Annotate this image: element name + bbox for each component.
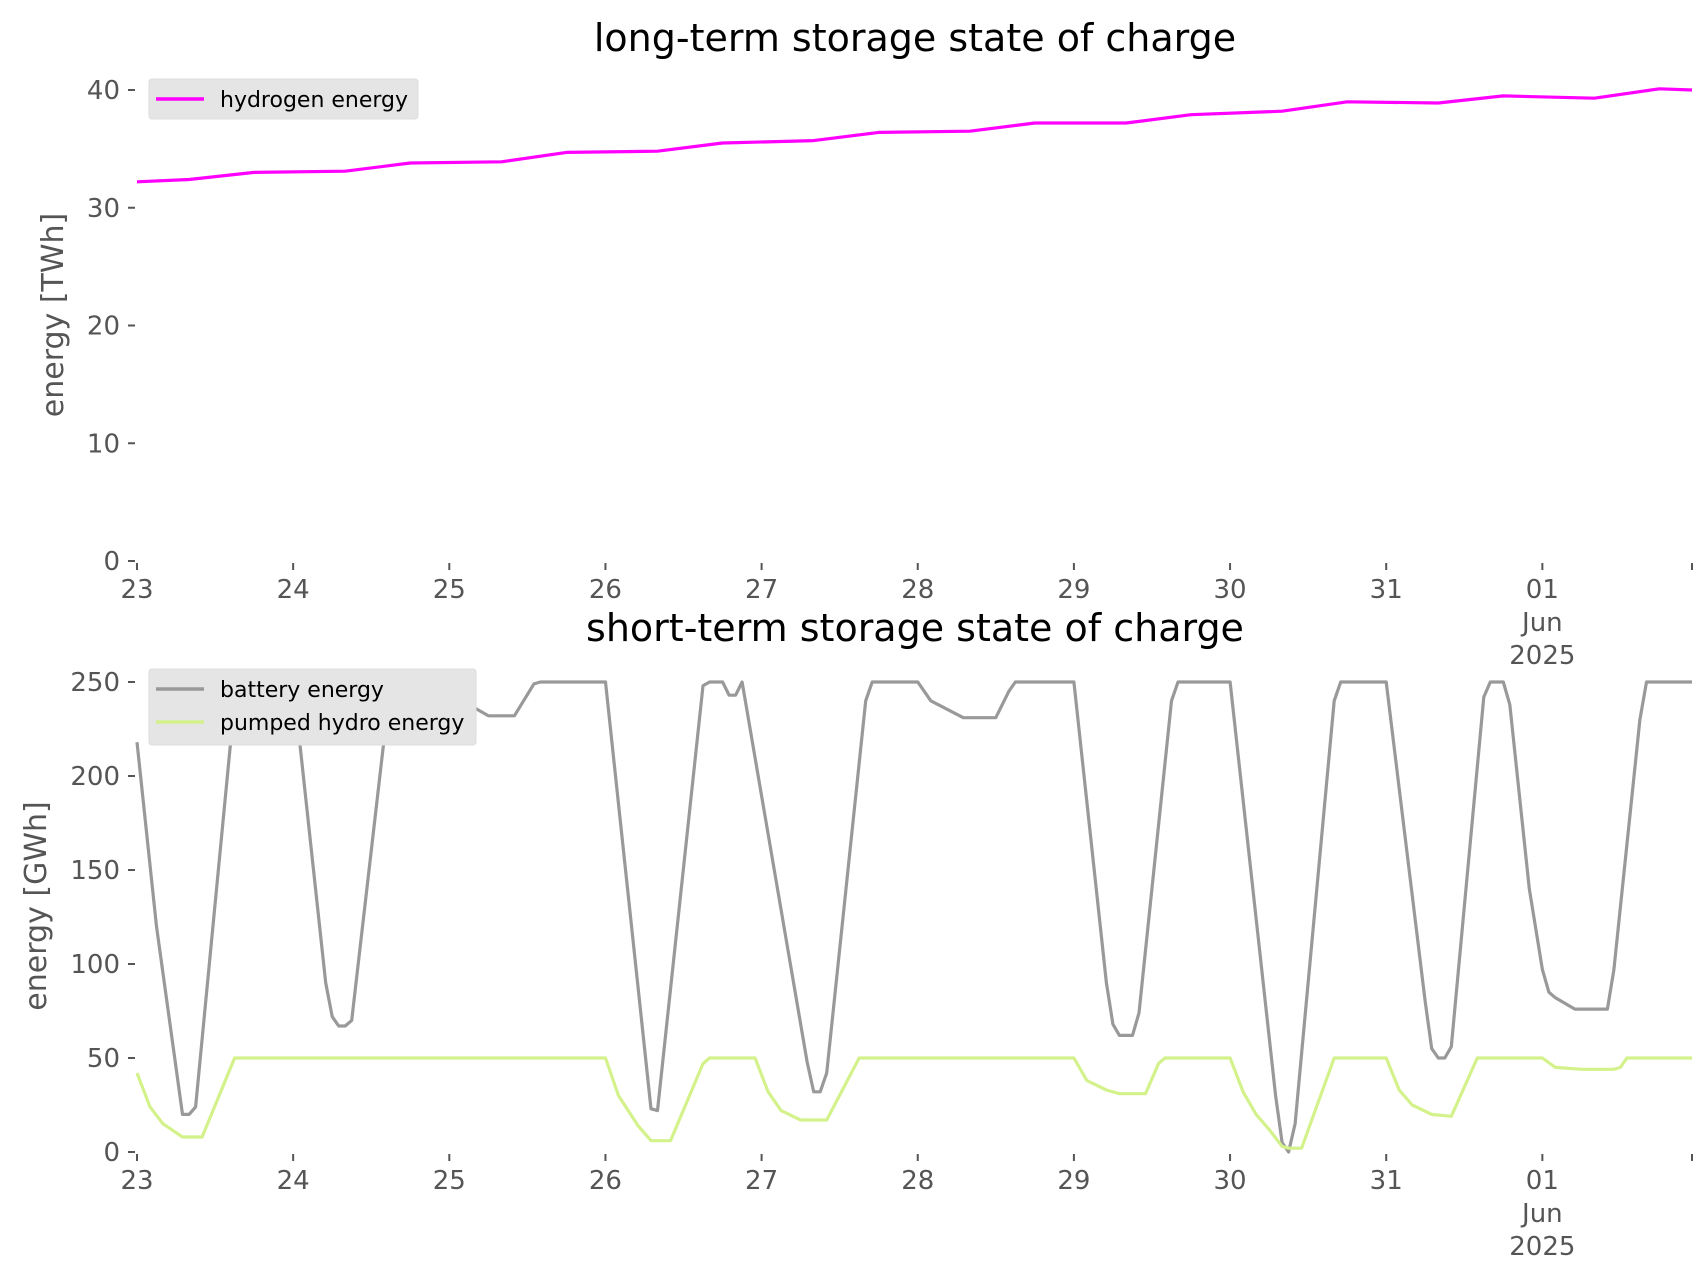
x-tick-label: 29 xyxy=(1057,575,1090,605)
x-tick-label: 26 xyxy=(589,1166,622,1196)
short-term-storage-chart: short-term storage state of charge energ… xyxy=(19,606,1693,1262)
series-line xyxy=(136,87,1693,184)
y-tick-label: 50 xyxy=(87,1044,120,1074)
legend-label: battery energy xyxy=(220,678,384,703)
legend: hydrogen energy xyxy=(148,78,419,120)
x-tick-label: 23 xyxy=(120,575,153,605)
y-tick-label: 10 xyxy=(87,429,120,459)
chart-title: short-term storage state of charge xyxy=(586,606,1244,650)
x-tick-label: 24 xyxy=(277,575,310,605)
series-line xyxy=(135,680,1692,1154)
y-axis-ticks: 0 50 100 150 200 250 xyxy=(70,668,135,1168)
x-tick-label: Jun xyxy=(1520,1199,1563,1229)
series-group xyxy=(136,87,1693,184)
x-tick-label: Jun xyxy=(1520,608,1563,638)
x-tick-label: 28 xyxy=(901,1166,934,1196)
legend: battery energy pumped hydro energy xyxy=(148,668,477,746)
x-tick-label: 25 xyxy=(433,1166,466,1196)
x-tick-label: 31 xyxy=(1370,1166,1403,1196)
legend-box xyxy=(148,668,477,746)
x-tick-label: 27 xyxy=(745,1166,778,1196)
y-axis-ticks: 0 10 20 30 40 xyxy=(87,76,135,577)
x-tick-label: 01 xyxy=(1526,1166,1559,1196)
x-tick-label: 30 xyxy=(1214,575,1247,605)
x-tick-label: 01 xyxy=(1526,575,1559,605)
y-axis-label: energy [GWh] xyxy=(19,801,54,1010)
legend-label: hydrogen energy xyxy=(220,88,408,113)
x-tick-label: 2025 xyxy=(1509,1232,1575,1262)
y-tick-label: 0 xyxy=(103,1138,120,1168)
chart-title: long-term storage state of charge xyxy=(594,16,1236,60)
y-tick-label: 100 xyxy=(70,950,120,980)
y-tick-label: 150 xyxy=(70,856,120,886)
x-tick-label: 29 xyxy=(1057,1166,1090,1196)
y-tick-label: 20 xyxy=(87,312,120,342)
x-tick-label: 26 xyxy=(589,575,622,605)
legend-box xyxy=(148,78,419,120)
x-tick-label: 31 xyxy=(1370,575,1403,605)
x-tick-label: 28 xyxy=(901,575,934,605)
series-line xyxy=(135,1056,1692,1150)
y-tick-label: 200 xyxy=(70,762,120,792)
y-axis-label: energy [TWh] xyxy=(36,213,71,417)
x-tick-label: 2025 xyxy=(1509,641,1575,671)
y-tick-label: 40 xyxy=(87,76,120,106)
y-tick-label: 250 xyxy=(70,668,120,698)
legend-label: pumped hydro energy xyxy=(220,711,464,736)
series-group xyxy=(135,680,1692,1154)
x-tick-label: 30 xyxy=(1214,1166,1247,1196)
y-tick-label: 0 xyxy=(103,547,120,577)
x-tick-label: 23 xyxy=(120,1166,153,1196)
x-tick-label: 25 xyxy=(433,575,466,605)
y-tick-label: 30 xyxy=(87,194,120,224)
x-tick-label: 27 xyxy=(745,575,778,605)
x-tick-label: 24 xyxy=(277,1166,310,1196)
long-term-storage-chart: long-term storage state of charge energy… xyxy=(36,16,1693,671)
